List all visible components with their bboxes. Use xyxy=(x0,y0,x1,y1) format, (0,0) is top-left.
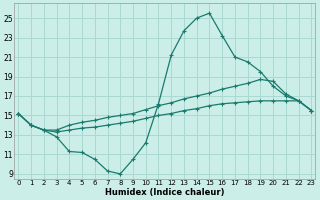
X-axis label: Humidex (Indice chaleur): Humidex (Indice chaleur) xyxy=(105,188,225,197)
